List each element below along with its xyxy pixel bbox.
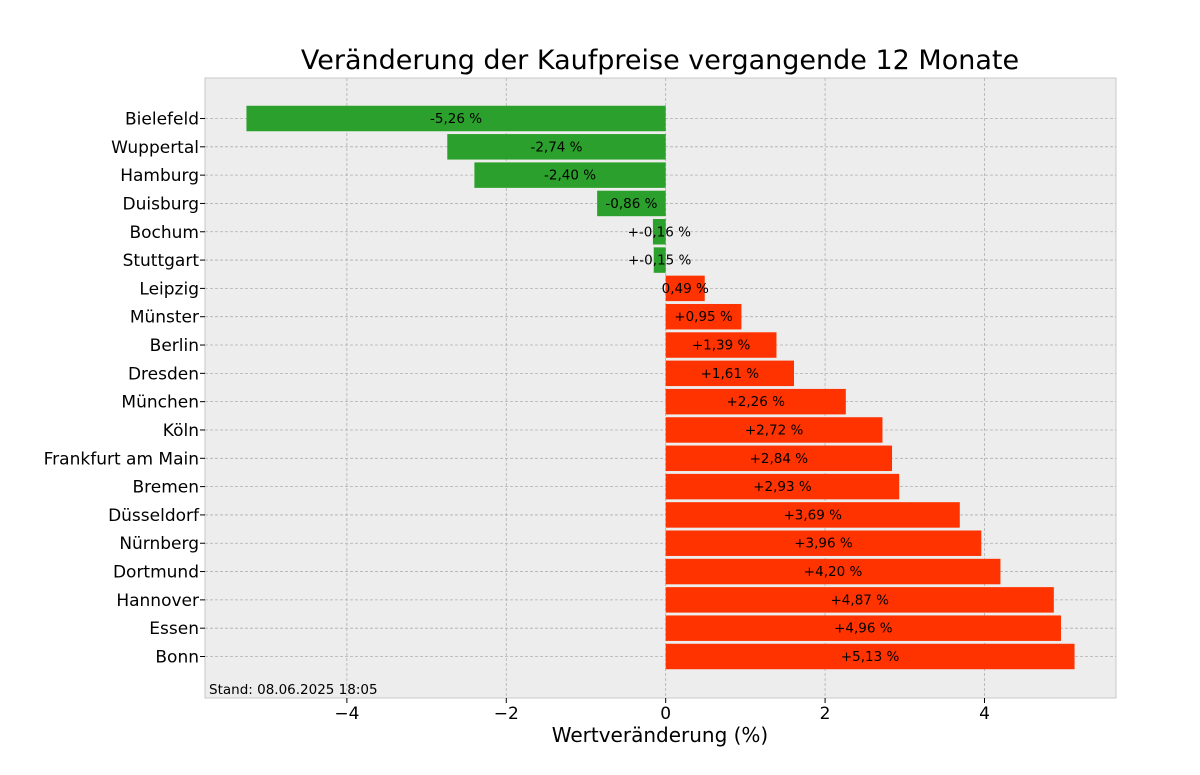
x-tick-label: −4 [334,704,359,724]
data-label: +3,69 % [783,507,842,523]
data-label: +2,93 % [753,479,812,495]
y-tick-label: Dortmund [113,563,199,583]
data-label: -2,74 % [530,139,582,155]
timestamp-annotation: Stand: 08.06.2025 18:05 [209,682,378,698]
data-label: -2,40 % [544,168,596,184]
y-tick-label: Stuttgart [123,251,200,271]
y-tick-label: Dresden [128,364,199,384]
data-label: +2,26 % [726,394,785,410]
data-label: +4,96 % [834,621,893,637]
bar-köln [665,417,883,443]
y-tick-label: Bremen [132,478,199,498]
y-tick-label: Nürnberg [119,534,199,554]
data-label: +5,13 % [841,649,900,665]
data-label: +3,96 % [794,536,853,552]
bars [246,105,1075,670]
y-tick-labels: Bielefeld Wuppertal Hamburg Duisburg Bochum S… [44,110,205,668]
data-label: +2,72 % [745,422,804,438]
bar-berlin [665,332,777,358]
x-tick-label: 0 [660,704,671,724]
bar-duisburg [597,190,666,217]
bar-leipzig [665,275,705,302]
bar-bielefeld [246,105,666,132]
y-tick-label: Bielefeld [125,110,199,130]
bar-nürnberg [665,530,982,556]
x-tick-label: 4 [979,704,990,724]
y-tick-label: Leipzig [139,279,199,299]
chart-title: Veränderung der Kaufpreise vergangende 1… [301,45,1019,76]
data-label: 0,49 % [662,281,709,297]
bar-münster [665,303,742,330]
bar-bremen [665,473,900,500]
data-label: +0,95 % [674,309,733,325]
y-tick-label: Duisburg [123,194,200,214]
data-label: +2,84 % [750,451,809,467]
y-tick-label: Hannover [116,591,199,611]
y-tick-label: Bonn [155,648,199,668]
bar-dresden [665,360,795,387]
bar-essen [665,615,1062,641]
data-label: -5,26 % [430,111,482,127]
y-tick-label: Wuppertal [111,138,199,158]
x-tick-labels: −4 −2 0 2 4 [334,698,990,724]
y-tick-label: Berlin [150,336,199,356]
bar-dortmund [665,558,1001,585]
data-label: +4,20 % [804,564,863,580]
bar-stuttgart [653,247,666,273]
data-label: +-0,15 % [628,253,692,269]
bar-bochum [652,219,666,245]
x-tick-label: −2 [494,704,519,724]
y-tick-label: Düsseldorf [108,506,200,526]
bar-hamburg [474,162,666,188]
y-tick-label: Frankfurt am Main [44,449,199,469]
x-axis-label: Wertveränderung (%) [552,723,769,747]
bar-wuppertal [447,134,666,160]
bar-düsseldorf [665,502,960,528]
bar-münchen [665,388,846,415]
y-tick-label: Münster [130,308,199,328]
data-label: -0,86 % [605,196,657,212]
bar-frankfurt-am-main [665,445,893,472]
y-tick-label: Köln [163,421,199,441]
data-labels: -5,26 % -2,74 % -2,40 % -0,86 % +-0,16 % +-0,… [430,111,899,665]
y-tick-label: Hamburg [120,166,199,186]
y-tick-label: München [121,393,199,413]
bar-hannover [665,587,1054,613]
data-label: +1,61 % [701,366,760,382]
x-tick-label: 2 [820,704,831,724]
data-label: +1,39 % [692,338,751,354]
bar-bonn [665,643,1075,670]
data-label: +4,87 % [831,592,890,608]
data-label: +-0,16 % [628,224,692,240]
y-tick-label: Essen [149,619,199,639]
y-tick-label: Bochum [129,223,199,243]
